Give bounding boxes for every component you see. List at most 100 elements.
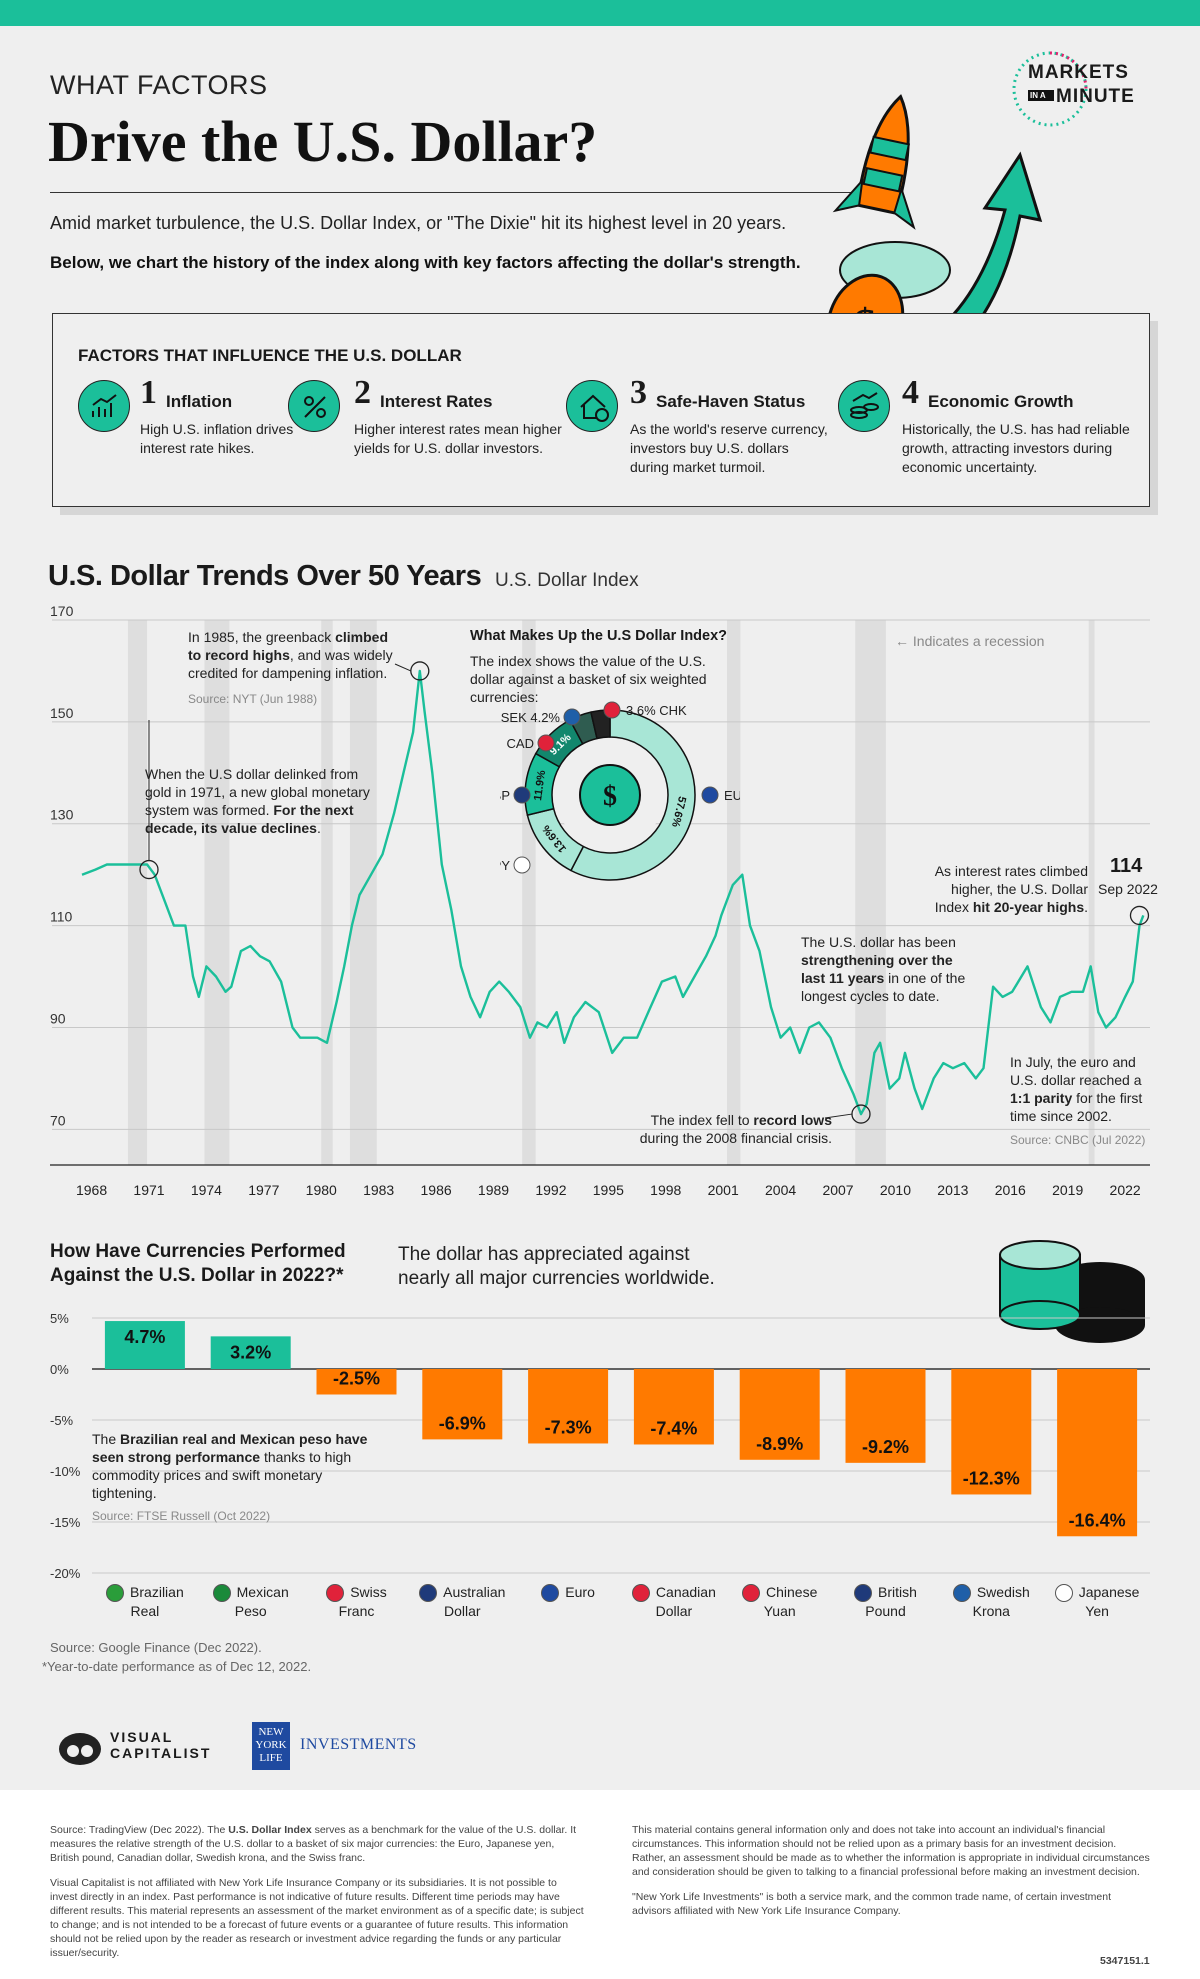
- x-tick-label: 1968: [76, 1182, 107, 1198]
- y-tick-label: 130: [50, 807, 74, 823]
- legend-label-line2: Yuan: [763, 1603, 796, 1620]
- recession-band: [1088, 620, 1095, 1165]
- factor-inflation: 1 Inflation High U.S. inflation drives i…: [78, 374, 293, 490]
- bar-value-label: 3.2%: [230, 1342, 271, 1362]
- factor-text: As the world's reserve currency, investo…: [630, 421, 828, 475]
- y-tick-label: 170: [50, 603, 74, 619]
- x-tick-label: 1974: [191, 1182, 222, 1198]
- x-tick-label: 2019: [1052, 1182, 1083, 1198]
- annotation-1985-source: Source: NYT (Jun 1988): [188, 692, 318, 706]
- x-tick-label: 2010: [880, 1182, 911, 1198]
- factor-title: Inflation: [166, 392, 233, 411]
- factor-economic-growth: 4 Economic Growth Historically, the U.S.…: [838, 374, 1138, 490]
- x-tick-label: 1980: [306, 1182, 337, 1198]
- bar-y-tick-label: 0%: [50, 1362, 69, 1377]
- bar-swiss-franc: [316, 1369, 397, 1395]
- bar-y-tick-label: -5%: [50, 1413, 74, 1428]
- bar-swedish-krona: [951, 1369, 1032, 1495]
- legend-item: Brazilian Real: [94, 1583, 196, 1620]
- y-tick-label: 70: [50, 1112, 66, 1128]
- footer-left-p2: Visual Capitalist is not affiliated with…: [50, 1877, 584, 1959]
- donut-currency-label: SEK 4.2%: [501, 710, 561, 725]
- y-tick-label: 150: [50, 705, 74, 721]
- trend-subtitle: U.S. Dollar Index: [495, 570, 639, 591]
- basket-donut-chart: 57.6%13.6%11.9%9.1%$EURJPYGBPCADSEK 4.2%…: [500, 701, 740, 881]
- canada-flag-icon: [631, 1584, 650, 1603]
- markets-in-a-minute-logo: MARKETS IN A MINUTE: [1010, 50, 1160, 128]
- intro-bold-text: Below, we chart the history of the index…: [50, 253, 801, 272]
- factor-text: Higher interest rates mean higher yields…: [354, 421, 562, 456]
- chk-flag-icon: [603, 701, 621, 719]
- x-tick-label: 1989: [478, 1182, 509, 1198]
- legend-label-line2: Peso: [234, 1603, 267, 1620]
- percent-icon: [288, 380, 340, 432]
- bar-value-label: 4.7%: [124, 1327, 165, 1347]
- dollar-index-line-chart: 70 90 110 130 150 170 1968 1971 1974 1977 1980 1983…: [50, 603, 1150, 1198]
- recession-band: [127, 620, 148, 1165]
- bar-source: Source: Google Finance (Dec 2022).: [50, 1640, 262, 1655]
- kicker: WHAT FACTORS: [50, 70, 268, 100]
- legend-label-line2: Yen: [1085, 1603, 1109, 1620]
- x-tick-label: 2016: [995, 1182, 1026, 1198]
- legend-label-line2: Real: [130, 1603, 160, 1620]
- eu-flag-icon: [541, 1584, 560, 1603]
- legend-label: Australian: [443, 1584, 506, 1600]
- bar-value-label: -12.3%: [963, 1468, 1020, 1488]
- dollar-coin-icon: [579, 764, 641, 826]
- eur-flag-icon: [701, 786, 719, 804]
- factor-number: 2: [354, 374, 371, 411]
- legend-label: Japanese: [1078, 1584, 1140, 1600]
- nyl-investments-label: INVESTMENTS: [300, 1736, 417, 1753]
- legend-label-line2: Franc: [338, 1603, 375, 1620]
- x-tick-label: 1995: [593, 1182, 624, 1198]
- donut-slice-eur: [569, 709, 696, 881]
- donut-currency-label: EUR: [724, 788, 740, 803]
- uk-flag-icon: [854, 1584, 873, 1603]
- brand-line1: MARKETS: [1028, 62, 1129, 83]
- legend-label-line2: Dollar: [655, 1603, 693, 1620]
- australia-flag-icon: [419, 1584, 438, 1603]
- vc-mark-icon: [59, 1733, 101, 1765]
- recession-band: [522, 620, 536, 1165]
- cad-flag-icon: [537, 734, 555, 752]
- currency-performance-bar-chart: 5% 0% -5% -10% -15% -20% 4.7% 3.2% -2.5% -6.9% -7.…: [50, 1311, 1150, 1581]
- mexico-flag-icon: [212, 1584, 231, 1603]
- factor-text: Historically, the U.S. has had reliable …: [902, 421, 1130, 475]
- bar-value-label: -16.4%: [1069, 1510, 1126, 1530]
- china-flag-icon: [742, 1584, 760, 1603]
- leader-line: [824, 1113, 853, 1119]
- x-tick-label: 1992: [535, 1182, 566, 1198]
- coins-growth-icon: [838, 380, 890, 432]
- bar-y-tick-label: -20%: [50, 1566, 81, 1581]
- x-tick-label: 2004: [765, 1182, 796, 1198]
- legend-label: Canadian: [655, 1584, 716, 1600]
- coin-stack-illustration: [999, 1240, 1145, 1343]
- bar-chart-subtitle: The dollar has appreciated against nearl…: [398, 1244, 715, 1289]
- legend-item: Swedish Krona: [940, 1583, 1042, 1620]
- factor-interest-rates: 2 Interest Rates Higher interest rates m…: [288, 374, 568, 490]
- bar-value-label: -2.5%: [333, 1369, 380, 1389]
- basket-text: The index shows the value of the U.S. do…: [470, 653, 707, 705]
- peak-date: Sep 2022: [1098, 881, 1158, 897]
- x-tick-label: 2013: [937, 1182, 968, 1198]
- bar-value-label: -7.3%: [545, 1417, 592, 1437]
- sweden-flag-icon: [952, 1584, 971, 1603]
- legend-label: Swedish: [976, 1584, 1030, 1600]
- legend-label-line2: Krona: [972, 1603, 1010, 1620]
- recession-band: [204, 620, 230, 1165]
- annotation-parity-source: Source: CNBC (Jul 2022): [1010, 1133, 1146, 1147]
- factor-title: Economic Growth: [928, 392, 1074, 411]
- factor-number: 3: [630, 374, 647, 411]
- house-dollar-icon: [566, 380, 618, 432]
- vc-line2: CAPITALIST: [110, 1745, 212, 1761]
- top-accent-bar: [0, 0, 1200, 26]
- bar-mexican-peso: [210, 1336, 291, 1369]
- currency-legend: Brazilian Real Mexican Peso Swiss Franc Austra…: [0, 1583, 1200, 1633]
- legend-label: British: [878, 1584, 917, 1600]
- donut-currency-label: 3.6% CHK: [626, 703, 687, 718]
- annotation-2008: The index fell to record lows during the …: [639, 1112, 832, 1146]
- leader-line: [394, 663, 412, 672]
- vc-line1: VISUAL: [110, 1729, 174, 1745]
- legend-item: Euro: [517, 1583, 619, 1603]
- bar-canadian-dollar: [633, 1369, 714, 1445]
